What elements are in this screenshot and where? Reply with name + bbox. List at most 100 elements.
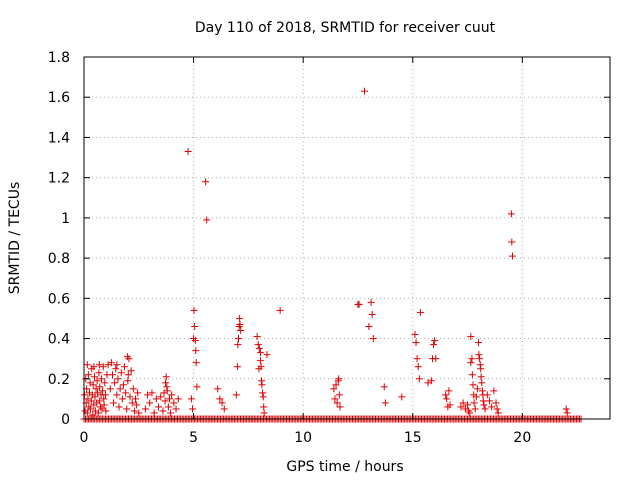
data-point [468, 371, 476, 379]
data-point [260, 409, 268, 417]
data-point [111, 379, 119, 387]
data-point [443, 395, 451, 403]
data-point [413, 355, 421, 363]
data-point [108, 371, 116, 379]
data-point [414, 363, 422, 371]
data-point [220, 405, 228, 413]
data-point [508, 252, 516, 260]
data-point [470, 399, 478, 407]
data-point [336, 403, 344, 411]
data-point [162, 379, 170, 387]
data-point [188, 405, 196, 413]
data-point [214, 385, 222, 393]
data-point [445, 387, 453, 395]
data-point [446, 401, 454, 409]
data-point [508, 238, 516, 246]
data-point [98, 405, 106, 413]
data-point [276, 306, 284, 314]
x-tick-label: 15 [404, 430, 422, 446]
data-point [113, 391, 121, 399]
data-point [91, 373, 99, 381]
chart-title: Day 110 of 2018, SRMTID for receiver cuu… [195, 20, 496, 36]
data-point [478, 379, 486, 387]
data-point [430, 341, 438, 349]
data-point [459, 399, 467, 407]
data-point [130, 407, 138, 415]
data-point [562, 405, 570, 413]
data-point [464, 401, 472, 409]
data-point [83, 361, 91, 369]
data-point [128, 399, 136, 407]
data-point [191, 337, 199, 345]
data-point [107, 359, 115, 367]
data-point [91, 393, 99, 401]
data-point [99, 363, 107, 371]
data-point [123, 353, 131, 361]
data-point [117, 369, 125, 377]
data-point [469, 381, 477, 389]
y-tick-label: 1.2 [48, 171, 70, 187]
data-point [381, 399, 389, 407]
data-point [89, 381, 97, 389]
data-point [468, 355, 476, 363]
data-point [475, 339, 482, 347]
data-point [99, 387, 107, 395]
data-point [83, 409, 91, 417]
data-point [141, 405, 149, 413]
data-point [479, 397, 487, 405]
x-axis-label: GPS time / hours [286, 459, 403, 475]
data-point [415, 375, 423, 383]
y-tick-label: 0.4 [48, 332, 70, 348]
data-point [168, 391, 176, 399]
data-point [119, 381, 127, 389]
data-point [476, 355, 484, 363]
data-point [87, 405, 95, 413]
data-point [507, 210, 515, 218]
y-tick-label: 0.8 [48, 251, 70, 267]
y-tick-label: 1 [61, 211, 70, 227]
data-point [110, 399, 118, 407]
data-point [126, 393, 134, 401]
data-point [488, 403, 496, 411]
data-point [202, 178, 210, 186]
data-point [234, 341, 242, 349]
data-point [253, 333, 261, 341]
x-tick-label: 10 [294, 430, 312, 446]
data-point [259, 393, 267, 401]
data-point [236, 314, 244, 322]
data-point [258, 381, 266, 389]
data-point [148, 389, 156, 397]
data-point [84, 371, 92, 379]
data-point [94, 389, 102, 397]
data-point [411, 331, 419, 339]
data-point [146, 399, 154, 407]
y-tick-label: 1.8 [48, 50, 70, 66]
data-point [98, 375, 106, 383]
data-point [132, 395, 140, 403]
data-point [232, 391, 240, 399]
data-point [477, 365, 485, 373]
data-point [162, 373, 170, 381]
data-point [167, 409, 175, 417]
data-point [124, 377, 132, 385]
data-point [157, 393, 165, 401]
data-point [457, 403, 465, 411]
data-point [124, 371, 132, 379]
data-point [380, 383, 388, 391]
data-point [93, 377, 101, 385]
data-point [368, 310, 376, 318]
data-point [184, 148, 192, 156]
data-point [254, 341, 262, 349]
data-point [112, 365, 120, 373]
data-point [332, 381, 340, 389]
data-point [187, 395, 195, 403]
data-point [427, 377, 435, 385]
data-point [101, 379, 109, 387]
data-point [333, 399, 341, 407]
x-tick-labels: 0 5 10 15 20 [80, 430, 532, 446]
data-point [174, 395, 182, 403]
data-point [466, 409, 474, 417]
data-point [477, 373, 485, 381]
data-point [192, 347, 200, 355]
data-point [369, 335, 377, 343]
